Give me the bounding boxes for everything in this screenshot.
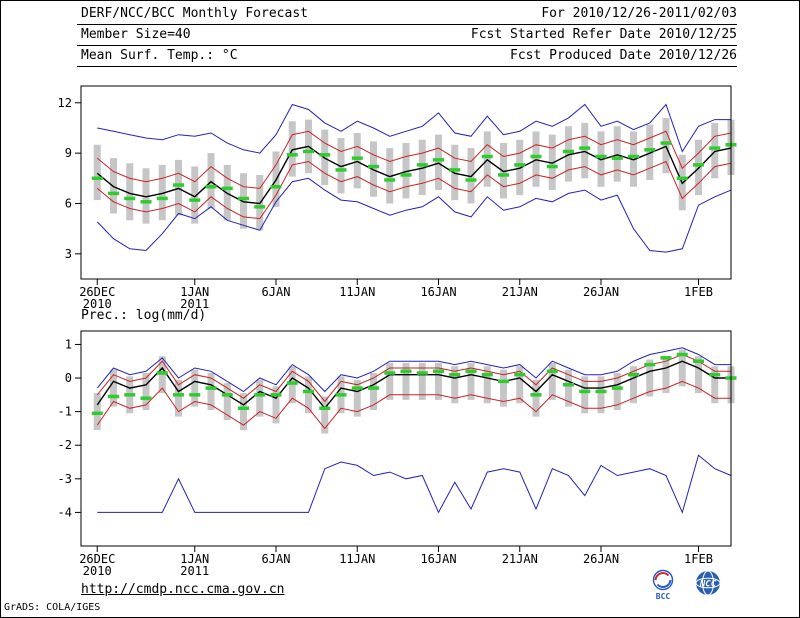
precip-panel-title: Prec.: log(mm/d) — [81, 308, 207, 323]
series-upper-bound — [96, 353, 731, 403]
y-tick-label: 3 — [65, 247, 72, 261]
series-ensemble-min — [97, 454, 732, 514]
page-title: DERF/NCC/BCC Monthly Forecast — [81, 6, 308, 21]
x-tick-label: 21JAN — [502, 552, 538, 566]
series-ensemble-min — [96, 177, 732, 253]
fcst-start-date: Fcst Started Refer Date 2010/12/25 — [470, 27, 737, 42]
plot-frame — [80, 330, 732, 547]
series-ensemble-max — [97, 103, 731, 154]
x-tick-label: 21JAN — [502, 285, 538, 299]
header-row-2: Member Size=40 Fcst Started Refer Date 2… — [81, 27, 737, 43]
y-tick-label: -4 — [58, 505, 72, 519]
x-tick-sublabel: 2011 — [180, 297, 209, 311]
x-tick-label: 26JAN — [583, 285, 619, 299]
forecast-valid-range: For 2010/12/26-2011/02/03 — [541, 6, 737, 21]
series-daily-median-green — [91, 352, 737, 416]
header-row-1: DERF/NCC/BCC Monthly Forecast For 2010/1… — [81, 6, 737, 22]
y-tick-label: -2 — [58, 438, 72, 452]
axis-ticks — [75, 102, 699, 285]
x-tick-label: 16JAN — [420, 285, 456, 299]
x-tick-label: 16JAN — [420, 552, 456, 566]
series-ensemble-max — [96, 347, 731, 393]
x-tick-label: 26DEC — [79, 552, 115, 566]
y-tick-label: -3 — [58, 472, 72, 486]
x-tick-sublabel: 2011 — [180, 564, 209, 578]
grads-credit: GrADS: COLA/IGES — [4, 602, 101, 613]
x-tick-label: 11JAN — [339, 552, 375, 566]
logo-group: BCC NCC — [646, 569, 726, 601]
series-lower-bound — [96, 160, 732, 220]
ensemble-spread-bars — [93, 349, 735, 434]
member-size-label: Member Size=40 — [81, 27, 191, 42]
x-tick-label: 6JAN — [262, 285, 291, 299]
series-upper-bound — [96, 130, 732, 189]
axis-ticks — [75, 343, 699, 552]
x-tick-label: 26JAN — [583, 552, 619, 566]
fcst-produced-date: Fcst Produced Date 2010/12/26 — [510, 48, 737, 63]
x-tick-label: 6JAN — [262, 552, 291, 566]
header-divider-3 — [77, 66, 737, 67]
x-tick-label: 1FEB — [684, 285, 713, 299]
series-daily-median-green — [91, 141, 737, 209]
y-tick-label: 1 — [65, 337, 72, 351]
plot-frame — [80, 85, 732, 280]
y-tick-label: 9 — [65, 146, 72, 160]
y-tick-label: 6 — [65, 196, 72, 210]
y-tick-label: 12 — [58, 96, 72, 110]
y-tick-label: -1 — [58, 405, 72, 419]
x-tick-label: 26DEC — [79, 285, 115, 299]
temperature-panel-title: Mean Surf. Temp.: °C — [81, 48, 238, 63]
x-tick-sublabel: 2010 — [83, 297, 112, 311]
website-url: http://cmdp.ncc.cma.gov.cn — [81, 582, 285, 597]
x-tick-label: 1JAN — [180, 552, 209, 566]
x-tick-sublabel: 2010 — [83, 564, 112, 578]
y-tick-label: 0 — [65, 371, 72, 385]
ncc-logo-label: NCC — [699, 580, 717, 590]
ncc-logo: NCC — [695, 570, 721, 596]
x-tick-label: 1JAN — [180, 285, 209, 299]
series-lower-bound — [96, 380, 731, 430]
header-divider-2 — [77, 45, 737, 46]
header-row-3: Mean Surf. Temp.: °C Fcst Produced Date … — [81, 48, 737, 64]
bcc-logo-label: BCC — [656, 592, 671, 601]
bcc-logo: BCC — [652, 569, 674, 601]
series-ensemble-mean — [96, 360, 731, 410]
x-tick-label: 1FEB — [684, 552, 713, 566]
header-divider-1 — [77, 24, 737, 25]
series-ensemble-mean — [96, 145, 732, 205]
x-tick-label: 11JAN — [339, 285, 375, 299]
